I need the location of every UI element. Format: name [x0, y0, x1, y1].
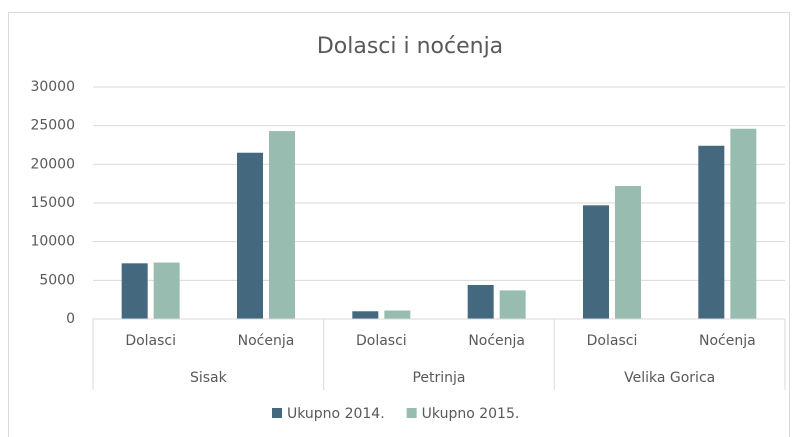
group-label: Velika Gorica	[624, 370, 715, 386]
y-tick-label: 0	[66, 311, 75, 327]
legend-swatch	[272, 408, 282, 418]
y-tick-label: 20000	[30, 156, 75, 172]
legend-label: Ukupno 2014.	[287, 406, 385, 422]
bar	[698, 145, 725, 319]
group-label: Petrinja	[412, 370, 465, 386]
bar	[384, 310, 411, 319]
legend-swatch	[406, 408, 417, 418]
legend-label: Ukupno 2015.	[422, 406, 520, 422]
group-label: Sisak	[190, 370, 228, 386]
bar	[467, 284, 494, 319]
bar	[615, 185, 641, 319]
bar	[153, 262, 180, 319]
chart-title: Dolasci i noćenja	[317, 34, 503, 59]
chart-border	[8, 12, 790, 437]
y-tick-label: 5000	[39, 272, 75, 288]
x-tick-label: Noćenja	[699, 333, 756, 349]
bar	[730, 128, 757, 319]
bar	[583, 205, 609, 319]
y-tick-label: 30000	[30, 79, 75, 95]
y-tick-label: 15000	[30, 195, 75, 211]
x-tick-label: Noćenja	[238, 333, 295, 349]
bar	[352, 311, 379, 319]
bar	[269, 131, 295, 319]
bar	[121, 263, 148, 319]
x-tick-label: Noćenja	[468, 333, 525, 349]
y-tick-label: 10000	[30, 234, 75, 250]
x-tick-label: Dolasci	[587, 333, 638, 349]
y-tick-label: 25000	[30, 118, 75, 134]
bar	[499, 290, 526, 319]
x-tick-label: Dolasci	[125, 333, 176, 349]
x-tick-label: Dolasci	[356, 333, 407, 349]
bar	[237, 152, 263, 319]
